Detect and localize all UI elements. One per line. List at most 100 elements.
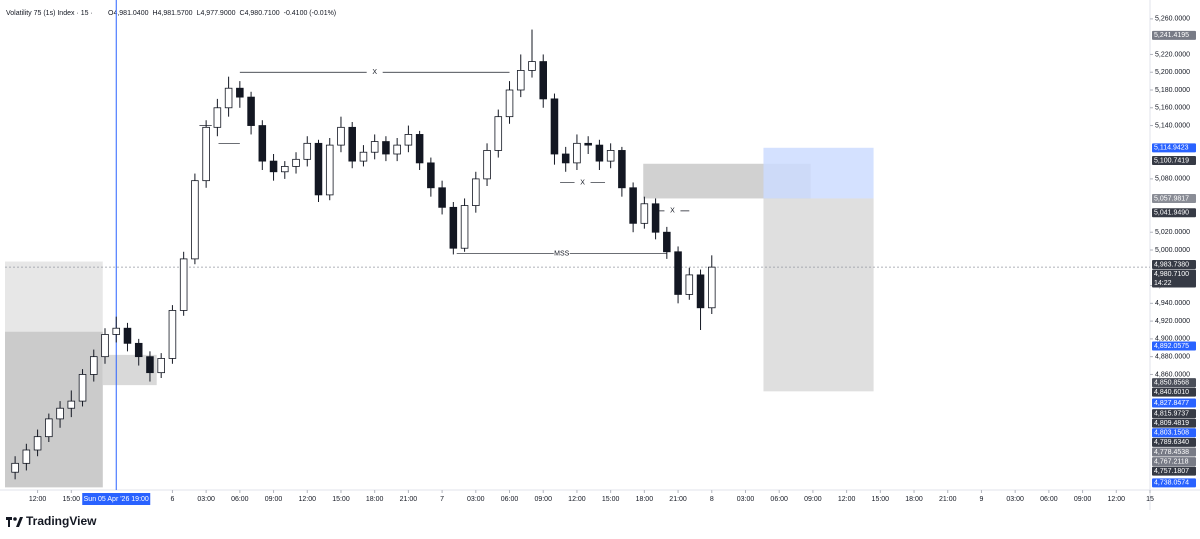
x-tick-label: 12:00	[568, 496, 586, 503]
candle-body	[22, 449, 31, 464]
price-tag	[1152, 398, 1196, 408]
y-tick-label: 5,080.0000	[1155, 176, 1190, 183]
price-tag-label: 4,840.6010	[1154, 389, 1189, 396]
candle-body	[505, 89, 514, 118]
candle-body	[629, 187, 637, 224]
price-tag-label: 4,803.1508	[1154, 430, 1189, 437]
symbol: Volatility 75 (1s) Index · 15 ·	[6, 10, 93, 17]
candle-body	[123, 327, 132, 344]
x-tick-label: 18:00	[905, 496, 923, 503]
legend-value: C4,980.7100	[240, 10, 280, 17]
candle-body	[202, 126, 210, 182]
candle-body	[348, 126, 356, 162]
candle-body	[314, 142, 323, 196]
price-tag	[1152, 155, 1196, 165]
candle-body	[584, 142, 592, 146]
x-tick-label: 12:00	[298, 496, 316, 503]
price-tag	[1152, 269, 1196, 288]
brand: TradingView	[26, 514, 97, 528]
x-tick-label: 06:00	[231, 496, 249, 503]
x-tick-label: 8	[710, 496, 714, 503]
y-tick-label: 4,900.0000	[1155, 336, 1190, 343]
candle-body	[539, 61, 547, 100]
price-tag	[1152, 387, 1196, 397]
price-tag	[1152, 378, 1196, 388]
candle-body	[393, 144, 401, 155]
y-tick-label: 4,860.0000	[1155, 371, 1190, 378]
price-tag-note: 14:22	[1154, 280, 1172, 287]
y-tick-label: 5,260.0000	[1155, 16, 1190, 23]
price-tag-label: 5,100.7419	[1154, 157, 1189, 164]
ohlc-legend: O4,981.0400 H4,981.5700 L4,977.9000 C4,980.…	[108, 10, 336, 17]
candle-body	[213, 107, 222, 128]
y-tick-label: 5,020.0000	[1155, 229, 1190, 236]
price-tag-label: 4,892.0575	[1154, 343, 1189, 350]
candle-body	[78, 374, 87, 402]
price-tag	[1152, 193, 1196, 203]
x-tick-label: 03:00	[737, 496, 755, 503]
drawing-label-bg	[553, 249, 570, 258]
x-tick-label: 12:00	[1108, 496, 1126, 503]
x-tick-label: 12:00	[29, 496, 47, 503]
zone	[5, 331, 103, 488]
candle-body	[224, 87, 233, 109]
price-tag	[1152, 30, 1196, 40]
candle-body	[382, 141, 390, 155]
x-tick-label: 09:00	[265, 496, 283, 503]
candle-body	[618, 150, 626, 189]
logo-mark	[8, 517, 10, 527]
candle-body	[258, 125, 267, 162]
y-tick-label: 4,880.0000	[1155, 354, 1190, 361]
drawing-label-bg	[366, 68, 383, 77]
price-tag	[1152, 143, 1196, 153]
candle-body	[651, 203, 660, 233]
x-tick-label: 7	[440, 496, 444, 503]
price-tag-label: 4,827.8477	[1154, 400, 1189, 407]
candle-body	[11, 462, 19, 473]
price-tag	[1152, 466, 1196, 476]
candle-body	[56, 407, 64, 420]
zone	[763, 198, 874, 392]
candle-body	[45, 418, 53, 438]
y-tick-label: 5,180.0000	[1155, 87, 1190, 94]
candle-body	[101, 334, 109, 358]
zone	[763, 147, 874, 199]
legend-value: O4,981.0400	[108, 10, 149, 17]
candle-body	[573, 142, 581, 164]
x-tick-label: 06:00	[770, 496, 788, 503]
candle-body	[427, 162, 435, 189]
x-tick-label: 09:00	[804, 496, 822, 503]
candle-body	[404, 134, 413, 146]
logo-mark	[13, 517, 17, 521]
price-tag	[1152, 457, 1196, 467]
y-tick-label: 4,920.0000	[1155, 318, 1190, 325]
logo-mark	[16, 517, 23, 527]
candle-body	[595, 144, 604, 162]
x-tick-label: 06:00	[1040, 496, 1058, 503]
x-tick-label: 03:00	[197, 496, 215, 503]
candle-body	[708, 266, 716, 309]
price-tag-label: 4,980.7100	[1154, 271, 1189, 278]
candle-body	[269, 160, 278, 173]
candle-body	[528, 61, 536, 71]
x-tick-label: 21:00	[400, 496, 418, 503]
price-tag	[1152, 447, 1196, 457]
x-tick-label: 21:00	[939, 496, 957, 503]
drawing-label-bg	[664, 206, 681, 215]
candle-body	[292, 158, 300, 167]
crosshair-label-bg	[82, 493, 151, 505]
candle-body	[134, 342, 143, 358]
price-tag-label: 5,057.9817	[1154, 195, 1189, 202]
candle-body	[483, 150, 491, 180]
x-tick-label: 6	[170, 496, 174, 503]
x-tick-label: 9	[979, 496, 983, 503]
candle-body	[247, 96, 255, 126]
candle-body	[359, 151, 368, 162]
x-tick-label: 15	[1146, 496, 1154, 503]
y-tick-label: 5,140.0000	[1155, 122, 1190, 129]
x-tick-label: 15:00	[63, 496, 81, 503]
candle-body	[449, 206, 458, 249]
drawing-label: X	[580, 179, 585, 186]
